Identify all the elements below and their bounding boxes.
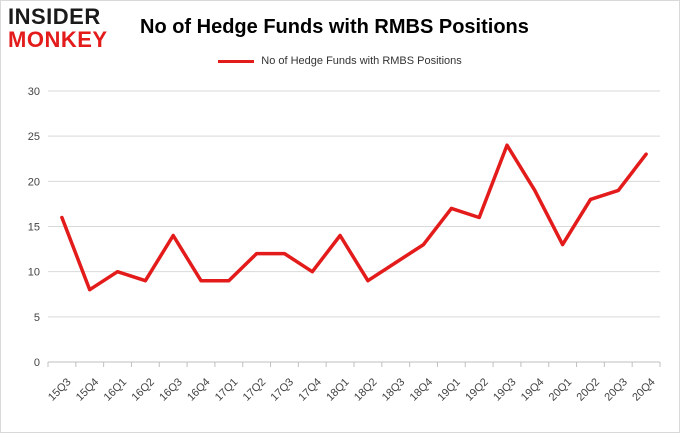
- chart-title: No of Hedge Funds with RMBS Positions: [140, 16, 529, 38]
- x-tick-label: 19Q4: [519, 376, 547, 404]
- logo-line-1: INSIDER: [8, 4, 101, 29]
- x-tick-label: 18Q3: [380, 376, 408, 404]
- series-layer: [60, 143, 648, 292]
- x-tick-label: 16Q1: [102, 376, 130, 404]
- data-point: [116, 270, 120, 274]
- x-tick-label: 17Q3: [269, 376, 297, 404]
- data-point: [561, 243, 565, 247]
- x-tick-label: 18Q2: [352, 376, 380, 404]
- y-tick-label: 15: [28, 222, 40, 234]
- x-axis: 15Q3 15Q4 16Q1 16Q2 16Q3 16Q4 17Q1 17Q2 17Q3 17Q4…: [46, 362, 661, 404]
- x-tick-label: 19Q3: [491, 376, 519, 404]
- y-tick-label: 30: [28, 86, 40, 98]
- data-point: [533, 188, 537, 192]
- x-tick-label: 20Q3: [602, 376, 630, 404]
- x-tick-label: 19Q1: [435, 376, 463, 404]
- x-tick-label: 16Q2: [129, 376, 157, 404]
- data-point: [449, 206, 453, 210]
- data-point: [422, 243, 426, 247]
- x-tick-label: 16Q4: [185, 376, 213, 404]
- data-point: [477, 215, 481, 219]
- x-tick-label: 15Q4: [74, 376, 102, 404]
- data-point: [505, 143, 509, 147]
- data-point: [88, 288, 92, 292]
- data-point: [143, 279, 147, 283]
- data-point: [60, 215, 64, 219]
- x-tick-label: 17Q4: [296, 376, 324, 404]
- data-point: [338, 234, 342, 238]
- legend-label: No of Hedge Funds with RMBS Positions: [261, 55, 462, 68]
- x-tick-label: 20Q2: [575, 376, 603, 404]
- x-tick-label: 20Q1: [547, 376, 575, 404]
- x-tick-label: 20Q4: [630, 376, 658, 404]
- data-point: [171, 234, 175, 238]
- data-point: [366, 279, 370, 283]
- series-line: [60, 143, 648, 292]
- y-tick-label: 25: [28, 131, 40, 143]
- data-point: [616, 188, 620, 192]
- x-tick-label: 16Q3: [157, 376, 185, 404]
- x-tick-label: 17Q2: [241, 376, 269, 404]
- y-tick-label: 10: [28, 267, 40, 279]
- data-point: [588, 197, 592, 201]
- y-tick-label: 20: [28, 176, 40, 188]
- x-tick-label: 17Q1: [213, 376, 241, 404]
- logo-line-2: MONKEY: [8, 27, 108, 52]
- data-point: [255, 252, 259, 256]
- legend-swatch: [218, 59, 255, 63]
- x-tick-label: 19Q2: [463, 376, 491, 404]
- grid-layer: [48, 90, 660, 363]
- data-point: [394, 261, 398, 265]
- y-tick-label: 0: [34, 357, 40, 369]
- insider-monkey-logo: INSIDER MONKEY: [8, 6, 108, 51]
- x-tick-label: 15Q3: [46, 376, 74, 404]
- x-tick-label: 18Q4: [408, 376, 436, 404]
- data-point: [282, 252, 286, 256]
- data-point: [199, 279, 203, 283]
- data-point: [644, 152, 648, 156]
- y-tick-label: 5: [34, 312, 40, 324]
- data-point: [227, 279, 231, 283]
- legend: No of Hedge Funds with RMBS Positions: [0, 55, 680, 67]
- data-point: [310, 270, 314, 274]
- y-axis: 0 5 10 15 20 25 30: [28, 86, 40, 369]
- x-tick-label: 18Q1: [324, 376, 352, 404]
